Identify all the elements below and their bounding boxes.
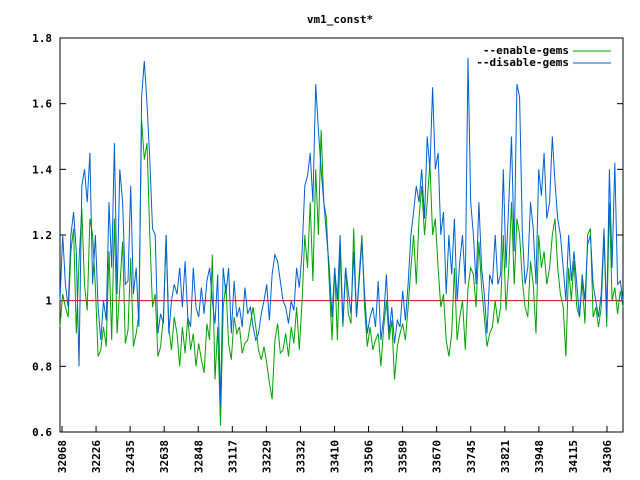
y-axis: 0.6 0.8 1 1.2 1.4 1.6 1.8	[32, 32, 623, 439]
x-tick-label: 33117	[226, 440, 239, 473]
x-tick-label: 33670	[431, 440, 444, 473]
x-tick-label: 33229	[260, 440, 273, 473]
chart-title: vm1_const*	[307, 13, 373, 26]
x-tick-label: 33589	[397, 440, 410, 473]
x-tick-label: 32638	[158, 440, 171, 473]
x-tick-label: 32435	[124, 440, 137, 473]
x-tick-label: 33410	[329, 440, 342, 473]
legend-label-disable-gems: --disable-gems	[476, 56, 569, 69]
x-tick-label: 33506	[363, 440, 376, 473]
series-layer	[59, 57, 624, 426]
y-tick-label: 1.4	[32, 163, 52, 176]
y-tick-label: 0.8	[32, 360, 52, 373]
y-tick-label: 1.6	[32, 98, 52, 111]
x-tick-label: 33821	[499, 440, 512, 473]
x-tick-label: 32068	[56, 440, 69, 473]
x-axis: 32068 32226 32435 32638 32848 33117 33229 33332…	[56, 426, 614, 473]
x-tick-label: 32848	[192, 440, 205, 473]
x-tick-label: 34115	[567, 440, 580, 473]
x-tick-label: 33745	[465, 440, 478, 473]
y-tick-label: 1.8	[32, 32, 52, 45]
series-line-disable-gems	[59, 57, 624, 406]
legend: --enable-gems --disable-gems	[476, 44, 611, 69]
x-tick-label: 33332	[294, 440, 307, 473]
x-tick-label: 33948	[533, 440, 546, 473]
y-tick-label: 0.6	[32, 426, 52, 439]
y-tick-label: 1.2	[32, 229, 52, 242]
y-tick-label: 1	[45, 295, 52, 308]
x-tick-label: 34306	[601, 440, 614, 473]
legend-label-enable-gems: --enable-gems	[483, 44, 569, 57]
x-tick-label: 32226	[90, 440, 103, 473]
